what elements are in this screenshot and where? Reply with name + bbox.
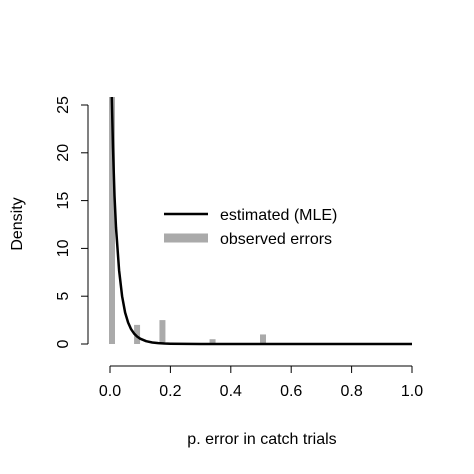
- observed-error-bars: [109, 97, 266, 344]
- legend-label-observed: observed errors: [220, 231, 332, 248]
- y-tick-label: 20: [55, 144, 72, 162]
- y-tick-label: 10: [55, 239, 72, 257]
- observed-error-bar: [109, 97, 115, 344]
- x-tick-label: 0.4: [220, 383, 242, 400]
- y-tick-label: 15: [55, 192, 72, 210]
- y-tick-label: 0: [55, 339, 72, 348]
- legend-label-mle: estimated (MLE): [220, 207, 337, 224]
- mle-curve-group: [110, 96, 412, 346]
- legend: estimated (MLE) observed errors: [164, 207, 337, 248]
- x-tick-label: 0.0: [99, 383, 121, 400]
- x-tick-label: 1.0: [401, 383, 423, 400]
- x-axis: 0.0 0.2 0.4 0.6 0.8 1.0: [99, 365, 423, 400]
- y-tick-label: 25: [55, 96, 72, 114]
- x-tick-label: 0.8: [340, 383, 362, 400]
- observed-error-bar: [134, 324, 141, 344]
- y-tick-label: 5: [55, 292, 72, 301]
- x-axis-title: p. error in catch trials: [187, 431, 336, 448]
- observed-error-bar: [260, 334, 266, 344]
- x-tick-label: 0.6: [280, 383, 302, 400]
- y-axis: 0 5 10 15 20 25: [55, 96, 89, 348]
- y-axis-title: Density: [9, 197, 26, 250]
- observed-error-bar: [159, 320, 166, 344]
- x-tick-label: 0.2: [159, 383, 181, 400]
- mle-density-curve: [110, 96, 412, 346]
- observed-error-bar: [209, 339, 216, 344]
